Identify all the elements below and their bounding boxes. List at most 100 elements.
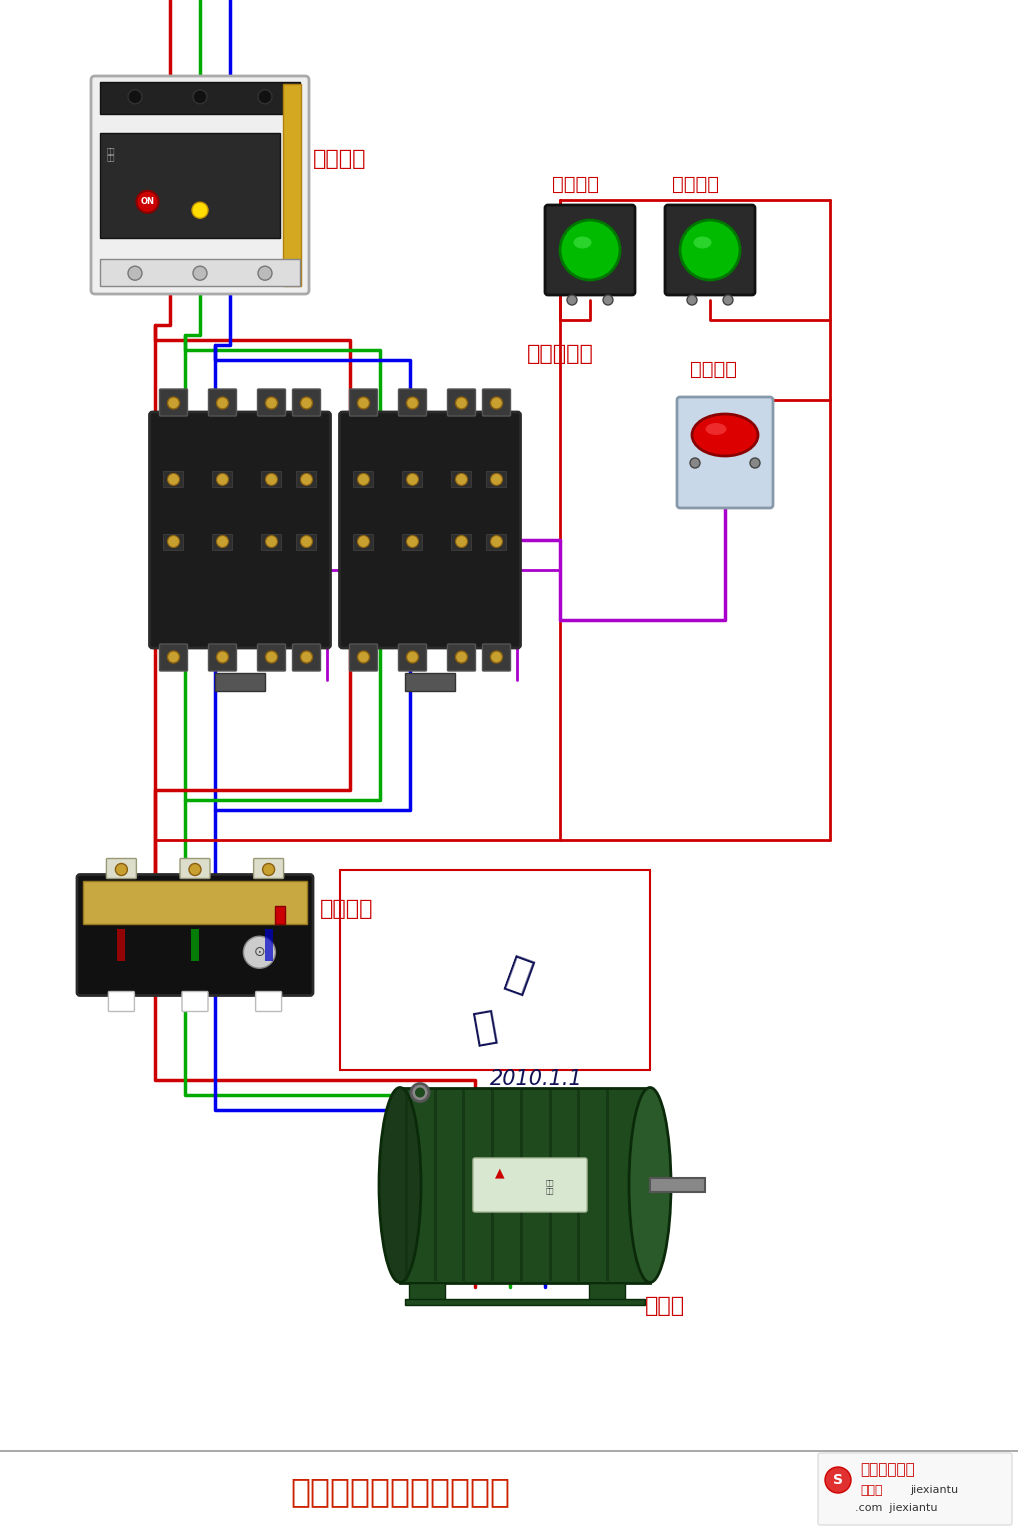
Bar bbox=[262, 534, 282, 549]
Bar bbox=[265, 930, 273, 962]
Text: 马克
雷尔: 马克 雷尔 bbox=[107, 147, 115, 162]
Text: 空气开关: 空气开关 bbox=[313, 148, 366, 170]
Circle shape bbox=[455, 398, 467, 408]
Circle shape bbox=[136, 191, 159, 213]
FancyBboxPatch shape bbox=[473, 1157, 587, 1212]
Text: 处: 处 bbox=[470, 1006, 500, 1047]
Bar bbox=[400, 1087, 651, 1283]
Text: 接线图: 接线图 bbox=[860, 1483, 883, 1497]
Bar bbox=[353, 534, 374, 549]
Bar bbox=[164, 534, 183, 549]
FancyBboxPatch shape bbox=[545, 205, 635, 295]
Circle shape bbox=[258, 90, 272, 104]
FancyBboxPatch shape bbox=[398, 388, 427, 416]
Circle shape bbox=[406, 535, 418, 547]
FancyBboxPatch shape bbox=[108, 991, 134, 1012]
Circle shape bbox=[168, 474, 179, 485]
Bar bbox=[164, 471, 183, 488]
Ellipse shape bbox=[705, 424, 727, 434]
Circle shape bbox=[406, 474, 418, 485]
Bar bbox=[487, 471, 507, 488]
Circle shape bbox=[266, 535, 278, 547]
Text: 停止开关: 停止开关 bbox=[690, 359, 737, 379]
Text: S: S bbox=[833, 1472, 843, 1488]
FancyBboxPatch shape bbox=[349, 644, 378, 671]
Ellipse shape bbox=[693, 237, 712, 249]
Text: ON: ON bbox=[140, 197, 155, 206]
Circle shape bbox=[263, 864, 275, 876]
Circle shape bbox=[189, 864, 201, 876]
Circle shape bbox=[357, 398, 370, 408]
Bar bbox=[117, 930, 125, 962]
Circle shape bbox=[491, 474, 503, 485]
Circle shape bbox=[168, 535, 179, 547]
Text: 反转开关: 反转开关 bbox=[672, 174, 719, 194]
Bar bbox=[462, 1090, 465, 1280]
FancyBboxPatch shape bbox=[160, 644, 187, 671]
Bar bbox=[434, 1090, 437, 1280]
Ellipse shape bbox=[573, 237, 591, 249]
FancyBboxPatch shape bbox=[677, 398, 773, 508]
FancyBboxPatch shape bbox=[107, 858, 136, 879]
Text: 交流接触器: 交流接触器 bbox=[527, 344, 593, 364]
Bar bbox=[296, 534, 317, 549]
FancyBboxPatch shape bbox=[160, 388, 187, 416]
Circle shape bbox=[455, 651, 467, 664]
Bar bbox=[520, 1090, 523, 1280]
Bar bbox=[549, 1090, 552, 1280]
Bar bbox=[340, 870, 651, 1070]
Bar bbox=[296, 471, 317, 488]
Bar bbox=[452, 534, 471, 549]
Circle shape bbox=[603, 295, 613, 304]
Bar bbox=[405, 673, 455, 691]
FancyBboxPatch shape bbox=[349, 388, 378, 416]
Bar bbox=[83, 881, 307, 924]
Bar bbox=[213, 471, 232, 488]
Circle shape bbox=[266, 474, 278, 485]
Circle shape bbox=[406, 651, 418, 664]
Circle shape bbox=[128, 266, 142, 280]
Text: 电工技术之家: 电工技术之家 bbox=[860, 1463, 915, 1477]
Circle shape bbox=[217, 474, 228, 485]
Bar bbox=[487, 534, 507, 549]
Circle shape bbox=[300, 474, 313, 485]
Circle shape bbox=[567, 295, 577, 304]
Circle shape bbox=[750, 459, 760, 468]
Bar bbox=[353, 471, 374, 488]
Circle shape bbox=[243, 936, 276, 968]
FancyBboxPatch shape bbox=[339, 411, 520, 648]
Bar bbox=[651, 1177, 705, 1193]
Circle shape bbox=[217, 651, 228, 664]
Bar bbox=[405, 1090, 408, 1280]
Circle shape bbox=[690, 459, 700, 468]
FancyBboxPatch shape bbox=[483, 644, 510, 671]
Text: ▲: ▲ bbox=[495, 1167, 505, 1179]
Circle shape bbox=[491, 651, 503, 664]
Circle shape bbox=[168, 651, 179, 664]
FancyBboxPatch shape bbox=[256, 991, 282, 1012]
Circle shape bbox=[300, 651, 313, 664]
Circle shape bbox=[491, 398, 503, 408]
Bar bbox=[100, 83, 300, 113]
Circle shape bbox=[406, 398, 418, 408]
Bar bbox=[283, 84, 301, 286]
Bar bbox=[408, 1283, 445, 1301]
Bar bbox=[402, 534, 422, 549]
Circle shape bbox=[357, 535, 370, 547]
FancyBboxPatch shape bbox=[182, 991, 208, 1012]
FancyBboxPatch shape bbox=[665, 205, 755, 295]
FancyBboxPatch shape bbox=[818, 1453, 1012, 1524]
Circle shape bbox=[217, 535, 228, 547]
Text: ⊙: ⊙ bbox=[253, 945, 266, 959]
Circle shape bbox=[560, 220, 620, 280]
Bar bbox=[607, 1090, 609, 1280]
Bar bbox=[191, 930, 199, 962]
Circle shape bbox=[217, 398, 228, 408]
Text: .com  jiexiantu: .com jiexiantu bbox=[855, 1503, 938, 1514]
FancyBboxPatch shape bbox=[292, 388, 321, 416]
Circle shape bbox=[115, 864, 127, 876]
Bar bbox=[405, 1298, 645, 1304]
Circle shape bbox=[266, 398, 278, 408]
Circle shape bbox=[300, 398, 313, 408]
Circle shape bbox=[411, 1084, 429, 1101]
